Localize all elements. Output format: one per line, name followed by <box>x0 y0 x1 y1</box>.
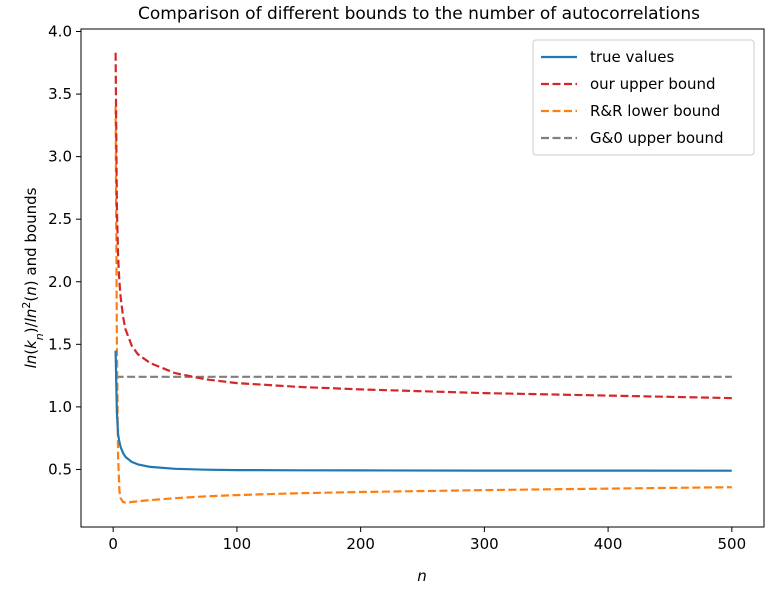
legend-label: true values <box>590 48 675 66</box>
plot-area: 0 100 200 300 400 500 0.5 1.0 1.5 2.0 2.5 3.0 3.5 4.… <box>48 23 765 553</box>
legend-box <box>532 39 755 156</box>
series-line-0 <box>114 350 732 472</box>
x-axis-label: n <box>417 567 427 585</box>
plot-frame <box>80 28 765 528</box>
chart-title: Comparison of different bounds to the nu… <box>138 4 700 24</box>
y-axis: 0.5 1.0 1.5 2.0 2.5 3.0 3.5 4.0 <box>48 23 81 478</box>
y-tick-label: 1.5 <box>48 335 72 353</box>
x-axis: 0 100 200 300 400 500 <box>108 527 746 553</box>
x-tick-label: 300 <box>470 535 499 553</box>
x-tick-label: 500 <box>718 535 747 553</box>
x-tick-label: 0 <box>108 535 118 553</box>
x-tick-label: 100 <box>223 535 252 553</box>
y-tick-label: 1.0 <box>48 398 72 416</box>
y-tick-label: 4.0 <box>48 23 72 41</box>
x-tick-label: 200 <box>346 535 375 553</box>
y-tick-label: 0.5 <box>48 460 72 478</box>
legend: true values our upper bound R&R lower boun… <box>532 39 755 156</box>
y-axis-label: ln(kn)/ln2(n) and bounds <box>20 187 46 368</box>
y-tick-label: 3.5 <box>48 85 72 103</box>
series-line-1 <box>114 52 732 400</box>
legend-label: R&R lower bound <box>590 102 720 120</box>
y-tick-label: 2.5 <box>48 210 72 228</box>
legend-label: G&0 upper bound <box>590 129 724 147</box>
y-tick-label: 2.0 <box>48 273 72 291</box>
series-line-2 <box>114 106 732 504</box>
series-layer <box>114 52 732 504</box>
y-tick-label: 3.0 <box>48 148 72 166</box>
x-tick-label: 400 <box>594 535 623 553</box>
legend-label: our upper bound <box>590 75 716 93</box>
